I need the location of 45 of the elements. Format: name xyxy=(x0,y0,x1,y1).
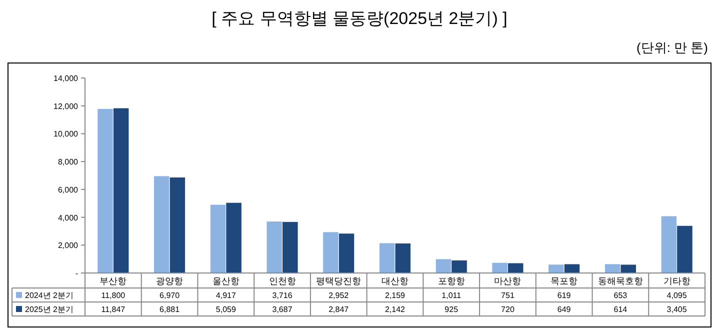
x-tick-label: 대산항 xyxy=(382,276,408,286)
data-label: 4,917 xyxy=(216,291,236,300)
data-label: 4,095 xyxy=(666,291,688,300)
y-tick-label: 8,000 xyxy=(58,158,79,167)
y-tick-label: 12,000 xyxy=(54,102,79,111)
data-label: 6,970 xyxy=(160,291,180,300)
x-tick-label: 인천항 xyxy=(268,276,296,286)
y-tick-label: 4,000 xyxy=(58,213,79,222)
y-tick-label: 6,000 xyxy=(58,185,79,194)
data-label: 653 xyxy=(614,291,628,300)
x-tick-label: 부산항 xyxy=(100,276,127,286)
data-label: 614 xyxy=(614,305,628,314)
x-tick-label: 동해묵호항 xyxy=(598,276,643,286)
x-tick-label: 기타항 xyxy=(663,276,690,286)
chart-title: [ 주요 무역항별 물동량(2025년 2분기) ] xyxy=(212,9,508,28)
data-label: 6,881 xyxy=(160,305,180,314)
y-tick-label: 14,000 xyxy=(54,74,79,83)
x-tick-label: 마산항 xyxy=(494,276,522,286)
data-label: 619 xyxy=(557,291,572,300)
data-label: 1,011 xyxy=(442,291,462,300)
data-label: 649 xyxy=(557,305,572,314)
x-tick-label: 목포항 xyxy=(550,276,578,286)
legend-label: 2025년 2분기 xyxy=(25,305,74,314)
x-tick-label: 광양항 xyxy=(156,276,184,286)
data-label: 2,159 xyxy=(384,291,406,300)
data-label: 720 xyxy=(501,305,515,314)
data-label: 11,800 xyxy=(101,291,126,300)
data-label: 11,847 xyxy=(101,305,126,314)
x-tick-label: 울산항 xyxy=(212,276,240,286)
legend-label: 2024년 2분기 xyxy=(25,291,74,300)
data-label: 751 xyxy=(501,291,515,300)
data-label: 2,142 xyxy=(384,305,406,314)
x-tick-label: 평택당진항 xyxy=(316,276,362,286)
text: (단위: 만 톤) xyxy=(636,40,708,55)
data-label: 5,059 xyxy=(216,305,236,314)
y-tick-label: 2,000 xyxy=(58,241,79,250)
y-tick-label: - xyxy=(75,269,78,278)
data-label: 3,405 xyxy=(666,305,688,314)
data-label: 3,687 xyxy=(272,305,293,314)
data-label: 2,847 xyxy=(328,305,350,314)
data-label: 2,952 xyxy=(328,291,350,300)
x-tick-label: 포항항 xyxy=(438,276,465,286)
data-label: 925 xyxy=(444,305,459,314)
y-tick-label: 10,000 xyxy=(54,130,79,139)
data-label: 3,716 xyxy=(272,291,293,300)
